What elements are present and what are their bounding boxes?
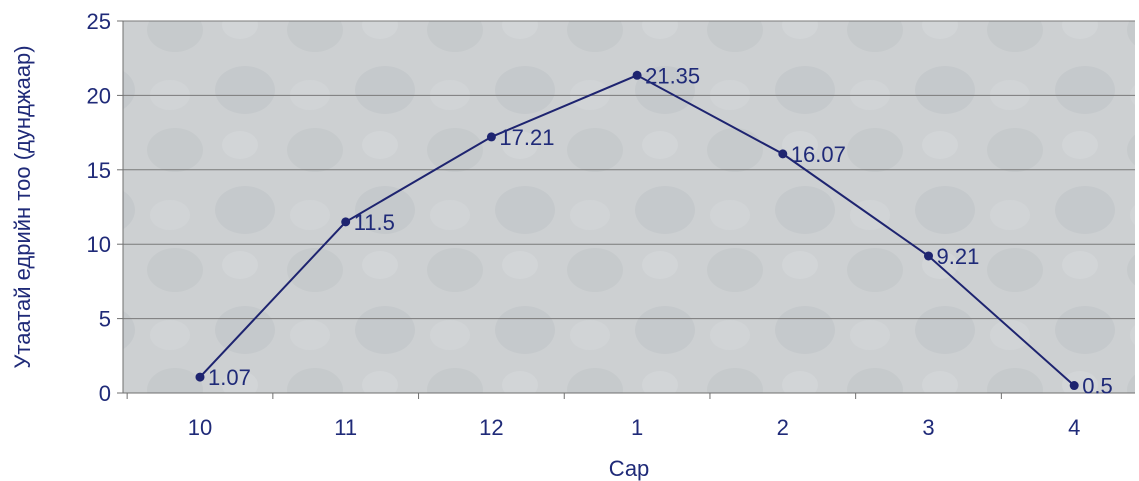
x-tick-label-3: 3 xyxy=(922,415,934,440)
x-axis-title: Сар xyxy=(609,456,650,481)
data-label-4: 0.5 xyxy=(1082,374,1113,399)
gridlines xyxy=(123,20,1135,320)
plot-area xyxy=(123,21,1135,393)
x-tick-label-2: 2 xyxy=(777,415,789,440)
data-label-2: 16.07 xyxy=(791,142,846,167)
x-tick-label-11: 11 xyxy=(334,415,357,440)
data-point-12 xyxy=(486,132,496,142)
data-point-1 xyxy=(632,70,642,80)
y-tick-label-25: 25 xyxy=(87,9,111,34)
x-tick-label-4: 4 xyxy=(1068,415,1080,440)
y-tick-label-15: 15 xyxy=(87,158,111,183)
x-tick-label-12: 12 xyxy=(479,415,503,440)
x-tick-label-10: 10 xyxy=(188,415,212,440)
data-label-3: 9.21 xyxy=(937,244,980,269)
axes xyxy=(122,21,1135,394)
y-axis-ticks: 0 5 10 15 20 25 xyxy=(87,9,123,406)
data-point-10 xyxy=(195,372,205,382)
data-label-11: 11.5 xyxy=(354,210,395,235)
data-label-10: 1.07 xyxy=(208,365,251,390)
data-point-4 xyxy=(1069,381,1079,391)
series-line xyxy=(195,70,1079,391)
x-axis-ticks: 10 11 12 1 2 3 4 xyxy=(126,393,1080,440)
x-tick-label-1: 1 xyxy=(631,415,643,440)
y-axis-title: Утаатай едрийн тоо (дунджаар) xyxy=(10,45,35,368)
y-tick-label-0: 0 xyxy=(99,381,111,406)
y-tick-label-5: 5 xyxy=(99,307,111,332)
y-tick-label-20: 20 xyxy=(87,83,111,108)
data-point-11 xyxy=(341,217,351,227)
data-label-12: 17.21 xyxy=(499,125,554,150)
data-point-2 xyxy=(778,149,788,159)
y-tick-label-10: 10 xyxy=(87,232,111,257)
data-point-3 xyxy=(924,251,933,261)
data-label-1: 21.35 xyxy=(645,63,700,88)
data-labels: 1.07 11.5 17.21 21.35 16.07 9.21 0.5 xyxy=(208,63,1113,398)
